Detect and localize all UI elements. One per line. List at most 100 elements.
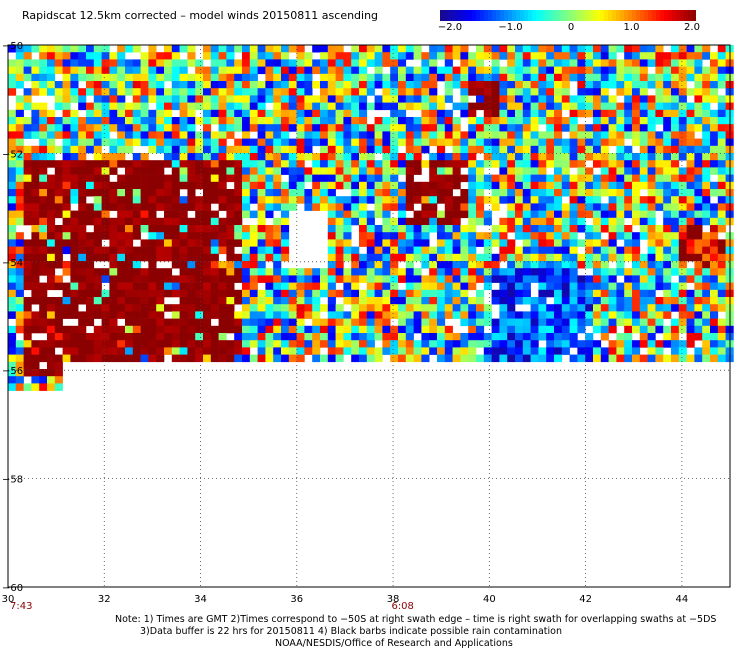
- heatmap-cell: [359, 181, 368, 190]
- heatmap-cell: [398, 66, 407, 75]
- heatmap-cell: [359, 340, 368, 348]
- heatmap-cell: [554, 59, 563, 67]
- heatmap-cell: [405, 95, 414, 103]
- heatmap-cell: [476, 145, 485, 154]
- heatmap-cell: [608, 217, 617, 226]
- heatmap-cell: [288, 297, 297, 305]
- heatmap-cell: [281, 167, 290, 175]
- heatmap-cell: [366, 189, 375, 197]
- heatmap-cell: [678, 282, 687, 291]
- heatmap-cell: [600, 268, 609, 276]
- heatmap-cell: [101, 297, 110, 305]
- heatmap-cell: [710, 246, 719, 255]
- heatmap-cell: [483, 232, 492, 240]
- heatmap-cell: [343, 167, 352, 175]
- heatmap-cell: [226, 66, 235, 75]
- heatmap-cell: [554, 282, 563, 291]
- heatmap-cell: [226, 297, 235, 305]
- heatmap-cell: [413, 66, 422, 75]
- heatmap-cell: [39, 102, 48, 111]
- heatmap-cell: [444, 189, 453, 197]
- heatmap-cell: [655, 318, 664, 327]
- colorbar-segment: [668, 10, 672, 21]
- heatmap-cell: [8, 210, 17, 219]
- heatmap-cell: [686, 59, 695, 67]
- heatmap-cell: [374, 174, 383, 183]
- heatmap-cell: [312, 109, 321, 118]
- heatmap-cell: [257, 167, 266, 175]
- heatmap-cell: [273, 153, 282, 161]
- heatmap-cell: [632, 239, 641, 247]
- heatmap-cell: [101, 232, 110, 240]
- heatmap-cell: [616, 318, 625, 327]
- heatmap-cell: [546, 59, 555, 67]
- heatmap-cell: [351, 109, 360, 118]
- heatmap-cell: [351, 354, 360, 363]
- heatmap-cell: [647, 325, 656, 334]
- heatmap-cell: [499, 246, 508, 255]
- heatmap-cell: [639, 181, 648, 190]
- heatmap-cell: [546, 124, 555, 132]
- heatmap-cell: [499, 153, 508, 161]
- heatmap-cell: [179, 347, 188, 355]
- heatmap-cell: [561, 311, 570, 319]
- heatmap-cell: [499, 239, 508, 247]
- heatmap-cell: [93, 253, 102, 262]
- colorbar-segment: [600, 10, 604, 21]
- heatmap-cell: [242, 88, 251, 96]
- heatmap-cell: [639, 174, 648, 183]
- heatmap-cell: [671, 268, 680, 276]
- heatmap-cell: [101, 311, 110, 319]
- heatmap-cell: [499, 145, 508, 154]
- heatmap-cell: [249, 167, 258, 175]
- heatmap-cell: [226, 45, 235, 53]
- heatmap-cell: [140, 304, 149, 312]
- heatmap-cell: [312, 196, 321, 204]
- heatmap-cell: [639, 81, 648, 89]
- heatmap-cell: [663, 167, 672, 175]
- heatmap-cell: [444, 203, 453, 211]
- heatmap-cell: [522, 138, 531, 147]
- heatmap-cell: [242, 81, 251, 89]
- heatmap-cell: [569, 232, 578, 240]
- heatmap-cell: [686, 268, 695, 276]
- heatmap-cell: [460, 102, 469, 111]
- heatmap-cell: [265, 275, 274, 283]
- heatmap-cell: [312, 138, 321, 147]
- heatmap-cell: [468, 232, 477, 240]
- heatmap-cell: [608, 225, 617, 233]
- heatmap-cell: [382, 45, 391, 53]
- heatmap-cell: [187, 117, 196, 125]
- heatmap-cell: [140, 289, 149, 298]
- heatmap-cell: [281, 203, 290, 211]
- heatmap-cell: [491, 117, 500, 125]
- heatmap-cell: [600, 174, 609, 183]
- heatmap-cell: [148, 81, 157, 89]
- heatmap-cell: [366, 73, 375, 82]
- heatmap-cell: [31, 383, 40, 391]
- heatmap-cell: [296, 304, 305, 312]
- heatmap-cell: [390, 311, 399, 319]
- heatmap-cell: [366, 311, 375, 319]
- heatmap-cell: [663, 66, 672, 75]
- heatmap-cell: [351, 311, 360, 319]
- heatmap-cell: [343, 88, 352, 96]
- heatmap-cell: [47, 225, 56, 233]
- heatmap-cell: [569, 73, 578, 82]
- heatmap-cell: [374, 232, 383, 240]
- heatmap-cell: [226, 109, 235, 118]
- heatmap-cell: [23, 354, 32, 363]
- heatmap-cell: [476, 102, 485, 111]
- heatmap-cell: [678, 275, 687, 283]
- heatmap-cell: [171, 45, 180, 53]
- heatmap-cell: [421, 52, 430, 60]
- heatmap-cell: [554, 88, 563, 96]
- heatmap-cell: [335, 347, 344, 355]
- heatmap-cell: [93, 153, 102, 161]
- heatmap-cell: [569, 333, 578, 341]
- heatmap-cell: [413, 304, 422, 312]
- heatmap-cell: [437, 167, 446, 175]
- heatmap-cell: [647, 210, 656, 219]
- heatmap-cell: [78, 297, 87, 305]
- heatmap-cell: [109, 340, 118, 348]
